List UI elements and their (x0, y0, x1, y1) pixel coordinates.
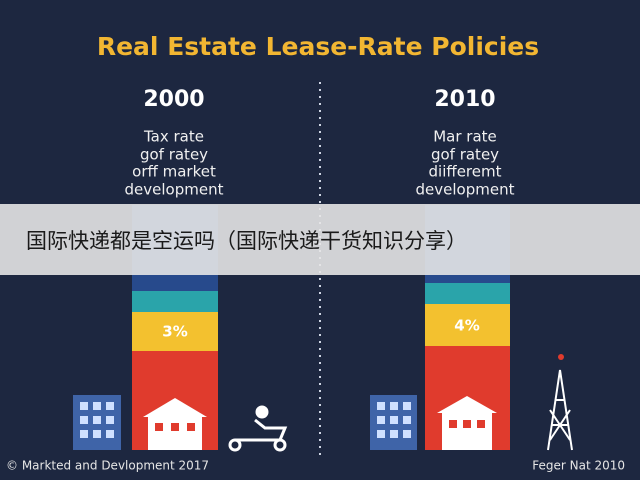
scooter-icon (228, 405, 288, 452)
description: gof ratey (140, 146, 208, 164)
tower-icon (547, 354, 573, 451)
house-icon (143, 398, 207, 450)
description: Mar rate (433, 128, 497, 146)
year: 2000 (143, 87, 204, 112)
office-building-icon (73, 395, 121, 450)
description: development (416, 181, 515, 199)
office-building-icon (370, 395, 417, 450)
description: development (125, 181, 224, 199)
house-icon (437, 396, 497, 450)
year: 2010 (434, 87, 495, 112)
footer-right: Feger Nat 2010 (532, 459, 625, 473)
description: gof ratey (431, 146, 499, 164)
bar-label: 3% (162, 323, 187, 341)
bar-label: 4% (454, 317, 479, 335)
description: orff market (132, 163, 216, 181)
banner-text: 国际快递都是空运吗（国际快递干货知识分享） (26, 229, 467, 253)
title: Real Estate Lease-Rate Policies (97, 32, 539, 61)
footer-left: © Markted and Devlopment 2017 (6, 459, 209, 473)
banner (0, 204, 640, 275)
description: Tax rate (143, 128, 204, 146)
description: diifferemt (429, 163, 502, 181)
